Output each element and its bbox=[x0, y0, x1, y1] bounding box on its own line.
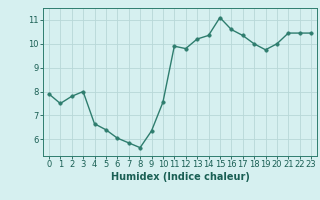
X-axis label: Humidex (Indice chaleur): Humidex (Indice chaleur) bbox=[111, 172, 249, 182]
